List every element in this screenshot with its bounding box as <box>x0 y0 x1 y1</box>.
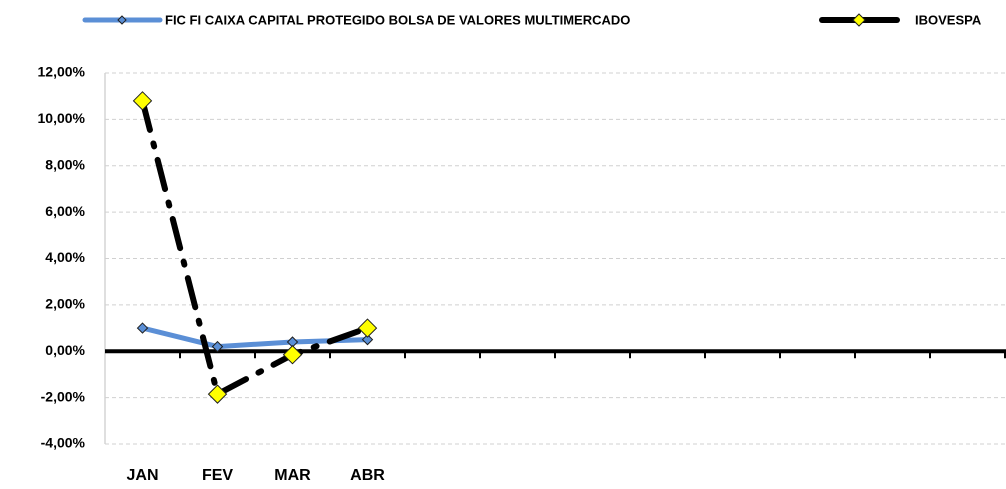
y-tick-label: 12,00% <box>38 64 86 80</box>
legend-label: FIC FI CAIXA CAPITAL PROTEGIDO BOLSA DE … <box>165 12 630 27</box>
x-tick-label: MAR <box>274 467 311 484</box>
point-marker <box>207 384 228 404</box>
point-marker <box>361 333 374 346</box>
y-tick-label: 6,00% <box>45 203 85 219</box>
series-line <box>139 97 371 398</box>
y-tick-label: 0,00% <box>45 342 85 358</box>
point-marker <box>136 322 149 334</box>
y-tick-label: 8,00% <box>45 156 85 172</box>
legend-label: IBOVESPA <box>915 12 982 27</box>
x-tick-label: JAN <box>126 467 158 484</box>
legend-marker <box>852 13 866 27</box>
y-tick-label: 4,00% <box>45 249 85 265</box>
x-tick-label: ABR <box>350 467 385 484</box>
y-tick-label: 10,00% <box>38 110 86 126</box>
point-marker <box>357 318 378 338</box>
x-tick-label: FEV <box>202 467 233 484</box>
point-marker <box>282 345 303 365</box>
y-tick-label: 2,00% <box>45 296 85 312</box>
legend-marker <box>117 15 127 25</box>
y-tick-label: -4,00% <box>41 435 86 451</box>
point-marker <box>211 340 224 353</box>
y-tick-label: -2,00% <box>41 388 86 404</box>
point-marker <box>132 91 153 111</box>
